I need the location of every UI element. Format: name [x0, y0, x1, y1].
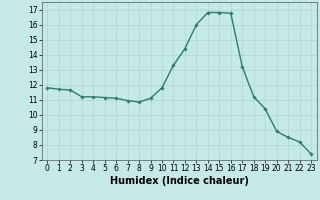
X-axis label: Humidex (Indice chaleur): Humidex (Indice chaleur) — [110, 176, 249, 186]
